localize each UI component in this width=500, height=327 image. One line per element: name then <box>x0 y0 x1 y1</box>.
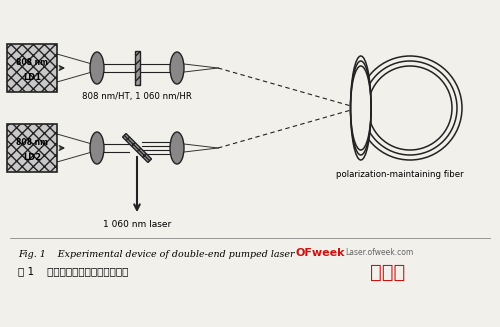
Text: OFweek: OFweek <box>296 248 346 258</box>
Text: LD2: LD2 <box>23 153 41 162</box>
Text: 808 nm: 808 nm <box>16 138 48 147</box>
Bar <box>7 44 57 92</box>
Text: polarization-maintaining fiber: polarization-maintaining fiber <box>336 170 464 179</box>
Ellipse shape <box>350 56 371 160</box>
Polygon shape <box>122 133 152 163</box>
Ellipse shape <box>90 52 104 84</box>
Ellipse shape <box>90 132 104 164</box>
Text: 1 060 nm laser: 1 060 nm laser <box>103 220 171 229</box>
Text: 808 nm: 808 nm <box>16 58 48 67</box>
Text: Laser.ofweek.com: Laser.ofweek.com <box>345 248 413 257</box>
Ellipse shape <box>350 61 371 155</box>
Text: LD1: LD1 <box>23 73 41 82</box>
Text: 808 nm/HT, 1 060 nm/HR: 808 nm/HT, 1 060 nm/HR <box>82 92 192 101</box>
Text: 图 1    双端泵浦光纤激光器实验装置: 图 1 双端泵浦光纤激光器实验装置 <box>18 266 128 276</box>
Text: Fig. 1    Experimental device of double-end pumped laser: Fig. 1 Experimental device of double-end… <box>18 250 294 259</box>
Bar <box>7 124 57 172</box>
Text: 激光网: 激光网 <box>370 263 405 282</box>
Ellipse shape <box>170 132 184 164</box>
Bar <box>134 51 140 85</box>
Ellipse shape <box>170 52 184 84</box>
Ellipse shape <box>350 66 371 150</box>
